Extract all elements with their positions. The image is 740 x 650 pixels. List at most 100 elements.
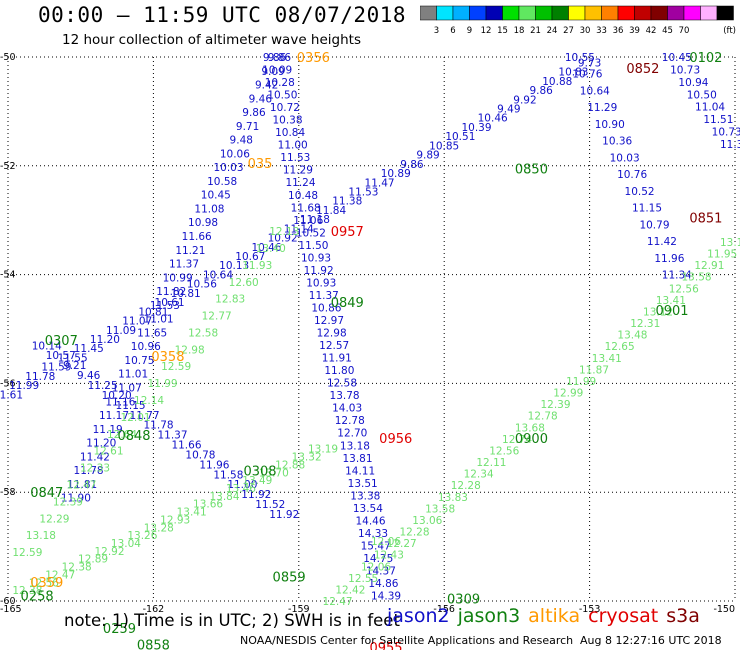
y-tick-label: -60 bbox=[0, 596, 16, 607]
wave-height-label: 14.86 bbox=[368, 578, 398, 590]
time-tag-altika: 0359 bbox=[30, 576, 63, 591]
color-scale-unit: (ft) bbox=[723, 26, 736, 36]
wave-height-label: 10.56 bbox=[187, 279, 217, 291]
time-tag-jason3: 0901 bbox=[655, 304, 688, 319]
wave-height-label: 11.68 bbox=[291, 202, 321, 214]
wave-height-label: 12.38 bbox=[12, 585, 42, 597]
wave-height-label: 12.70 bbox=[337, 428, 367, 440]
color-scale-label: 6 bbox=[450, 26, 455, 36]
wave-height-label: 11.04 bbox=[695, 102, 725, 114]
time-tag-jason3: 0848 bbox=[117, 429, 150, 444]
wave-height-label: 11.84 bbox=[316, 205, 346, 217]
color-scale-label: 33 bbox=[596, 26, 607, 36]
wave-height-label: 12.33 bbox=[80, 463, 110, 475]
wave-height-label: 11.29 bbox=[283, 165, 313, 177]
color-scale-label: 21 bbox=[530, 26, 541, 36]
wave-height-label: 10.13 bbox=[219, 260, 249, 272]
wave-height-label: 10.90 bbox=[595, 119, 625, 131]
wave-height-label: 11.47 bbox=[365, 177, 395, 189]
color-swatch bbox=[700, 5, 718, 21]
color-swatch bbox=[634, 5, 652, 21]
wave-height-label: 10.57 bbox=[46, 350, 76, 362]
wave-height-label: 12.13 bbox=[269, 226, 299, 238]
wave-height-label: 13.38 bbox=[350, 490, 380, 502]
color-scale-label: 9 bbox=[467, 26, 472, 36]
wave-height-label: 10.50 bbox=[687, 89, 717, 101]
wave-height-label: 11.45 bbox=[74, 343, 104, 355]
wave-height-label: 11.29 bbox=[587, 102, 617, 114]
wave-height-label: 10.09 bbox=[262, 65, 292, 77]
wave-height-label: 10.46 bbox=[478, 113, 508, 125]
time-tag-altika: 0358 bbox=[151, 350, 184, 365]
wave-height-label: 12.56 bbox=[29, 577, 59, 589]
wave-height-label: 11.20 bbox=[90, 334, 120, 346]
wave-height-label: 11.90 bbox=[61, 493, 91, 505]
time-tag-jason3: 0858 bbox=[137, 639, 170, 650]
wave-height-label: 12.93 bbox=[160, 514, 190, 526]
wave-height-label: 10.14 bbox=[32, 340, 62, 352]
wave-height-label: 12.92 bbox=[94, 546, 124, 558]
color-scale-label: 39 bbox=[629, 26, 640, 36]
wave-height-label: 11.66 bbox=[182, 231, 212, 243]
wave-height-label: 14.33 bbox=[358, 528, 388, 540]
wave-height-label: 12.31 bbox=[630, 318, 660, 330]
wave-height-label: 13.18 bbox=[720, 237, 740, 249]
axis-tick-labels: -165 -162 -159 -156 -153 -150 -50 -52 -54 -56 -58 -… bbox=[0, 52, 735, 615]
wave-height-label: 12.56 bbox=[489, 445, 519, 457]
wave-height-label: 11.18 bbox=[300, 214, 330, 226]
wave-height-label: 10.46 bbox=[251, 242, 281, 254]
wave-height-label: 13.58 bbox=[682, 272, 712, 284]
wave-height-label: 14.03 bbox=[332, 403, 362, 415]
x-tick-label: -165 bbox=[0, 604, 22, 615]
wave-height-label: 11.06 bbox=[293, 215, 323, 227]
wave-height-label: 11.58 bbox=[213, 469, 243, 481]
color-scale-label: 12 bbox=[481, 26, 492, 36]
wave-height-label: 11.00 bbox=[278, 140, 308, 152]
wave-height-label: 11.17 bbox=[99, 410, 129, 422]
wave-height-label: 12.47 bbox=[323, 596, 353, 608]
color-scale-label: 24 bbox=[547, 26, 558, 36]
satellite-time-tags: 0356 0102 0852 035 0850 0957 0851 0849 0901 0307 0… bbox=[21, 51, 723, 650]
color-swatch bbox=[617, 5, 635, 21]
satellite-legend: jason2 jason3 altika cryosat s3a bbox=[387, 605, 708, 627]
wave-height-label: 11.99 bbox=[148, 378, 178, 390]
time-tag-jason3: 0847 bbox=[30, 486, 63, 501]
wave-height-label: 11.65 bbox=[137, 327, 167, 339]
wave-height-label: 14.11 bbox=[345, 465, 375, 477]
time-tag-altika: 0356 bbox=[297, 51, 330, 66]
wave-height-label: 12.97 bbox=[314, 315, 344, 327]
wave-height-label: 11.37 bbox=[169, 259, 199, 271]
time-tag-cryosat: 0956 bbox=[379, 432, 412, 447]
wave-height-label: 10.86 bbox=[311, 302, 341, 314]
wave-height-label: 11.66 bbox=[171, 440, 201, 452]
wave-height-label: 11.78 bbox=[74, 465, 104, 477]
wave-height-label: 11.15 bbox=[116, 400, 146, 412]
wave-height-label: 11.77 bbox=[130, 410, 160, 422]
wave-height-label: 11.92 bbox=[241, 489, 271, 501]
wave-height-label: 10.84 bbox=[275, 127, 305, 139]
wave-height-label: 12.89 bbox=[78, 554, 108, 566]
wave-height-label: 11.52 bbox=[255, 499, 285, 511]
wave-height-label: 12.06 bbox=[371, 536, 401, 548]
x-tick-label: -153 bbox=[579, 604, 601, 615]
color-swatch bbox=[584, 5, 602, 21]
wave-height-label: 12.39 bbox=[540, 399, 570, 411]
wave-height-label: 12.59 bbox=[161, 361, 191, 373]
wave-height-label: 9.86 bbox=[242, 107, 266, 119]
wave-height-label: 11.81 bbox=[67, 479, 97, 491]
wave-height-label: 9.46 bbox=[249, 93, 273, 105]
color-scale-label: 15 bbox=[497, 26, 508, 36]
wave-height-label: 10.06 bbox=[220, 148, 250, 160]
y-tick-label: -56 bbox=[0, 378, 16, 389]
wave-height-label: 13.32 bbox=[292, 452, 322, 464]
wave-height-label: 10.52 bbox=[625, 186, 655, 198]
wave-height-label: 12.01 bbox=[121, 412, 151, 424]
wave-height-label: 10.73 bbox=[712, 127, 740, 139]
color-swatch bbox=[650, 5, 668, 21]
time-tag-jason3: 0307 bbox=[45, 334, 78, 349]
satellite-legend-cryosat: cryosat bbox=[588, 605, 659, 627]
color-scale-label: 45 bbox=[662, 26, 673, 36]
y-tick-label: -50 bbox=[0, 52, 16, 63]
wave-height-label: 11.09 bbox=[106, 325, 136, 337]
